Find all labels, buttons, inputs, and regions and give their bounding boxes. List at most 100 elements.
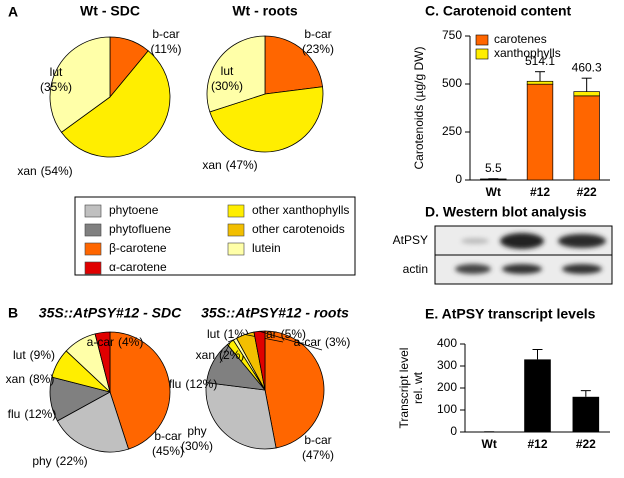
total-label: 514.1: [525, 54, 555, 68]
chart-title: C. Carotenoid content: [425, 3, 572, 19]
y-tick-label: 250: [442, 124, 462, 138]
legend-label: phytoene: [109, 203, 159, 217]
x-tick-label: #12: [530, 185, 550, 199]
slice-label: a-car (4%): [87, 335, 144, 349]
slice-label: b-car: [154, 429, 181, 443]
legend-label: phytofluene: [109, 222, 171, 236]
slice-value-label: (45%): [152, 444, 184, 458]
y-tick-label: 500: [442, 76, 462, 90]
y-tick-label: 0: [450, 424, 457, 438]
slice-value-label: (35%): [40, 80, 72, 94]
slice-value-label: (30%): [181, 439, 213, 453]
error-bar: [532, 349, 543, 360]
bar: [572, 396, 600, 432]
slice-label: b-car: [304, 27, 331, 41]
slice-name: xan: [202, 158, 221, 172]
y-tick-label: 400: [437, 336, 457, 350]
slice-label: lut (9%): [13, 348, 55, 362]
legend-label: carotenes: [494, 32, 547, 46]
legend-label: xanthophylls: [494, 46, 561, 60]
bar-segment: [573, 95, 600, 181]
blot-bands: [455, 233, 606, 274]
chart-title: E. AtPSY transcript levels: [425, 306, 596, 322]
slice-value-label: (4%): [118, 335, 143, 349]
y-axis-label: Transcript level: [397, 348, 411, 429]
chart-title: 35S::AtPSY#12 - roots: [201, 305, 349, 321]
legend-box: [74, 196, 356, 276]
pie-slice: [49, 36, 111, 133]
pie-slice: [264, 35, 323, 95]
slice-label: xan (2%): [196, 348, 245, 362]
leader-line: [219, 342, 231, 364]
slice-name: lut: [13, 348, 26, 362]
slice-label: lut: [221, 64, 234, 78]
y-axis-label: Carotenoids (µg/g DW): [412, 47, 426, 170]
pie-slice: [94, 331, 111, 393]
error-bar: [535, 71, 545, 82]
panel-label: A: [8, 4, 18, 20]
pie-slice: [264, 330, 325, 449]
slice-value-label: (54%): [41, 164, 73, 178]
slice-label: b-car: [304, 433, 331, 447]
slice-name: lut: [207, 327, 220, 341]
slice-value-label: (3%): [325, 335, 350, 349]
legend-swatch: [84, 223, 102, 237]
slice-label: phy: [187, 424, 206, 438]
slice-value-label: (12%): [185, 377, 217, 391]
legend-swatch: [475, 48, 489, 60]
slice-name: a-car: [294, 335, 321, 349]
slice-value-label: (11%): [150, 42, 181, 56]
bar-segment: [526, 80, 554, 85]
pie-slice: [56, 391, 130, 453]
y-tick-label: 300: [437, 358, 457, 372]
slice-label: xan (47%): [202, 158, 257, 172]
y-tick-label: 750: [442, 28, 462, 42]
x-tick-label: #22: [577, 185, 597, 199]
total-label: 5.5: [485, 161, 502, 175]
slice-name: a-car: [87, 335, 114, 349]
pie-slice: [206, 35, 266, 113]
y-tick-label: 200: [437, 380, 457, 394]
legend-swatch: [84, 204, 102, 218]
x-tick-label: #12: [527, 437, 547, 451]
slice-value-label: (47%): [302, 448, 334, 462]
legend-label: other xanthophylls: [252, 203, 349, 217]
slice-name: phy: [32, 454, 51, 468]
error-bar: [580, 390, 591, 397]
slice-label: a-car (3%): [294, 335, 351, 349]
legend-swatch: [227, 204, 245, 218]
bar-segment: [526, 83, 554, 181]
blot-title: D. Western blot analysis: [425, 204, 587, 220]
slice-label: flu (12%): [8, 407, 57, 421]
leader-line: [227, 338, 236, 343]
slice-value-label: (9%): [30, 348, 55, 362]
pie-slice: [60, 50, 171, 158]
bar-segment: [573, 91, 600, 97]
slice-label: flu (12%): [169, 377, 218, 391]
slice-value-label: (12%): [24, 407, 56, 421]
blot-row-label: actin: [403, 262, 428, 276]
blot-row-label: AtPSY: [393, 233, 428, 247]
slice-label: phy (22%): [32, 454, 87, 468]
slice-value-label: (30%): [211, 79, 243, 93]
panel-label: B: [8, 305, 18, 321]
chart-title: Wt - roots: [232, 3, 298, 19]
chart-title: Wt - SDC: [80, 3, 140, 19]
bar: [524, 359, 551, 432]
y-tick-label: 0: [455, 172, 462, 186]
slice-value-label: (47%): [226, 158, 258, 172]
total-label: 460.3: [572, 60, 602, 74]
y-tick-label: 100: [437, 402, 457, 416]
slice-name: flu: [169, 377, 182, 391]
legend-label: other carotenoids: [252, 222, 345, 236]
slice-label: xan (54%): [17, 164, 72, 178]
pie-slice: [109, 331, 171, 450]
chart-title: 35S::AtPSY#12 - SDC: [39, 305, 182, 321]
slice-value-label: (5%): [281, 327, 306, 341]
error-bar: [581, 77, 592, 92]
x-tick-label: Wt: [486, 185, 501, 199]
slice-label: b-car: [152, 27, 179, 41]
slice-name: xan: [196, 348, 215, 362]
slice-name: xan: [17, 164, 36, 178]
slice-value-label: (23%): [302, 42, 334, 56]
